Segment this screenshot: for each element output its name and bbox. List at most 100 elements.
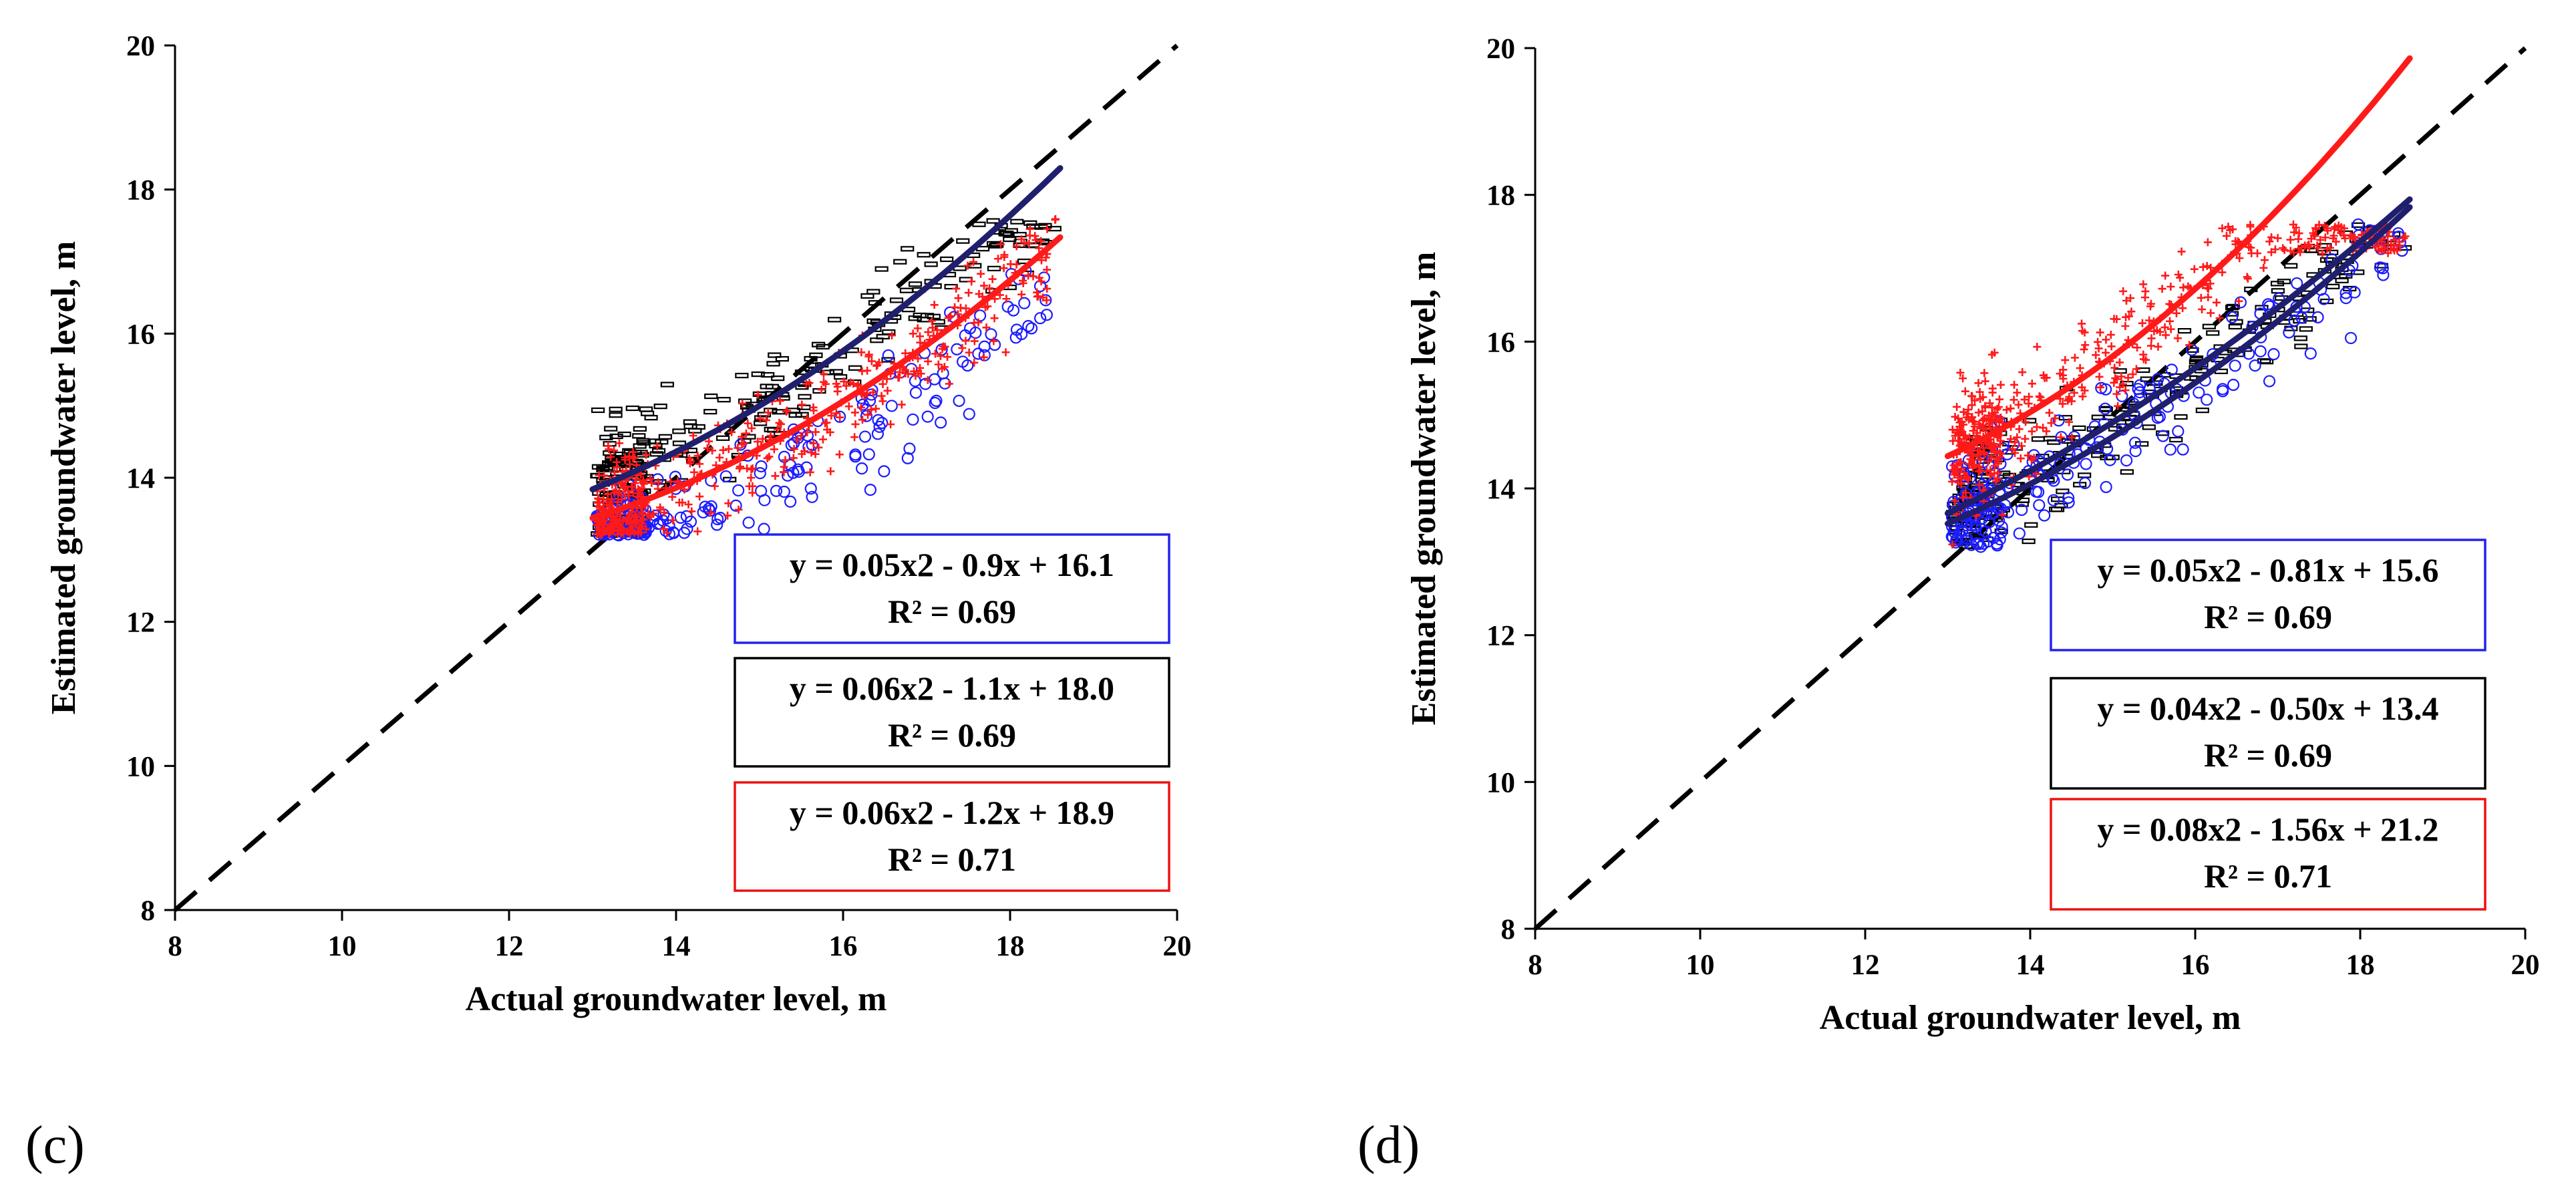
data-point	[789, 454, 798, 462]
data-point	[1033, 288, 1041, 297]
data-point	[931, 349, 940, 358]
data-point	[2255, 305, 2269, 311]
data-point	[2094, 344, 2103, 353]
data-point	[715, 453, 724, 462]
data-point	[2021, 434, 2030, 443]
data-point	[977, 269, 985, 278]
data-point	[2311, 311, 2324, 324]
data-point	[770, 445, 778, 454]
fit-line	[1945, 204, 2413, 527]
data-point	[848, 365, 862, 371]
data-point	[903, 442, 916, 455]
data-point	[1969, 520, 1982, 533]
data-point	[2147, 334, 2156, 343]
data-point	[2112, 315, 2121, 323]
data-point	[1975, 480, 1983, 489]
data-point	[637, 440, 651, 446]
data-point	[1990, 412, 1999, 420]
data-point	[788, 412, 802, 418]
data-point	[2312, 225, 2321, 233]
data-point	[864, 483, 876, 496]
data-point	[1041, 253, 1050, 262]
data-point	[1961, 488, 1970, 497]
data-point	[613, 530, 622, 539]
data-point	[771, 472, 780, 480]
data-point	[645, 510, 653, 519]
data-point	[778, 450, 791, 463]
data-point	[1022, 319, 1035, 333]
data-point	[2195, 408, 2209, 414]
data-point	[2133, 343, 2142, 352]
data-point	[2078, 472, 2092, 478]
data-point	[680, 510, 693, 523]
data-point	[1974, 541, 1987, 553]
data-point	[835, 450, 844, 459]
data-point	[964, 289, 973, 297]
data-point	[2384, 240, 2392, 249]
data-point	[2048, 474, 2060, 487]
data-point	[1991, 416, 2000, 424]
data-point	[2112, 390, 2121, 398]
data-point	[893, 259, 907, 265]
fit-line	[589, 234, 1064, 521]
data-point	[1009, 331, 1022, 344]
data-point	[2145, 316, 2154, 325]
data-point	[1993, 455, 2001, 464]
data-point	[856, 462, 868, 475]
data-point	[596, 531, 605, 539]
data-point	[684, 500, 693, 509]
data-point	[989, 337, 998, 345]
data-point	[1991, 477, 2000, 486]
data-point	[885, 400, 898, 412]
data-point	[914, 354, 923, 363]
data-point	[1019, 239, 1028, 247]
data-point	[2270, 281, 2285, 287]
data-point	[649, 442, 663, 449]
data-point	[829, 369, 843, 375]
data-point	[2132, 365, 2140, 374]
data-point	[2384, 249, 2392, 257]
data-point	[999, 264, 1008, 273]
data-point	[974, 309, 987, 322]
data-point	[755, 460, 768, 473]
data-point	[1010, 323, 1023, 336]
data-point	[1955, 430, 1964, 439]
scatter-points	[1945, 218, 2412, 553]
data-point	[2106, 331, 2115, 339]
data-point	[734, 505, 743, 514]
data-point	[2291, 277, 2303, 290]
data-point	[2280, 246, 2289, 255]
data-point	[795, 384, 809, 390]
data-point	[2246, 321, 2259, 333]
data-point	[2217, 385, 2229, 398]
data-point	[1954, 473, 1963, 482]
data-point	[2078, 392, 2087, 401]
data-point	[716, 435, 730, 441]
data-point	[599, 491, 613, 498]
data-point	[969, 257, 978, 266]
x-tick-label: 12	[495, 931, 524, 962]
data-point	[1995, 526, 2007, 539]
data-point	[933, 326, 941, 335]
data-point	[2042, 374, 2051, 382]
data-point	[2128, 436, 2142, 449]
data-point	[738, 432, 746, 441]
data-point	[778, 485, 790, 498]
data-point	[840, 378, 848, 386]
data-point	[920, 313, 935, 319]
data-point	[735, 464, 744, 473]
data-point	[945, 380, 953, 388]
data-point	[2395, 238, 2404, 247]
data-point	[1043, 225, 1052, 233]
data-point	[629, 448, 637, 456]
data-point	[2206, 330, 2220, 336]
data-point	[936, 351, 945, 360]
equation-text: y = 0.05x2 - 0.9x + 16.1	[790, 546, 1114, 583]
data-point	[2013, 527, 2026, 540]
data-point	[2177, 247, 2186, 256]
data-point	[907, 413, 919, 426]
data-point	[1948, 426, 1957, 434]
data-point	[2104, 454, 2116, 466]
data-point	[681, 523, 693, 535]
x-tick-label: 14	[2016, 949, 2045, 981]
